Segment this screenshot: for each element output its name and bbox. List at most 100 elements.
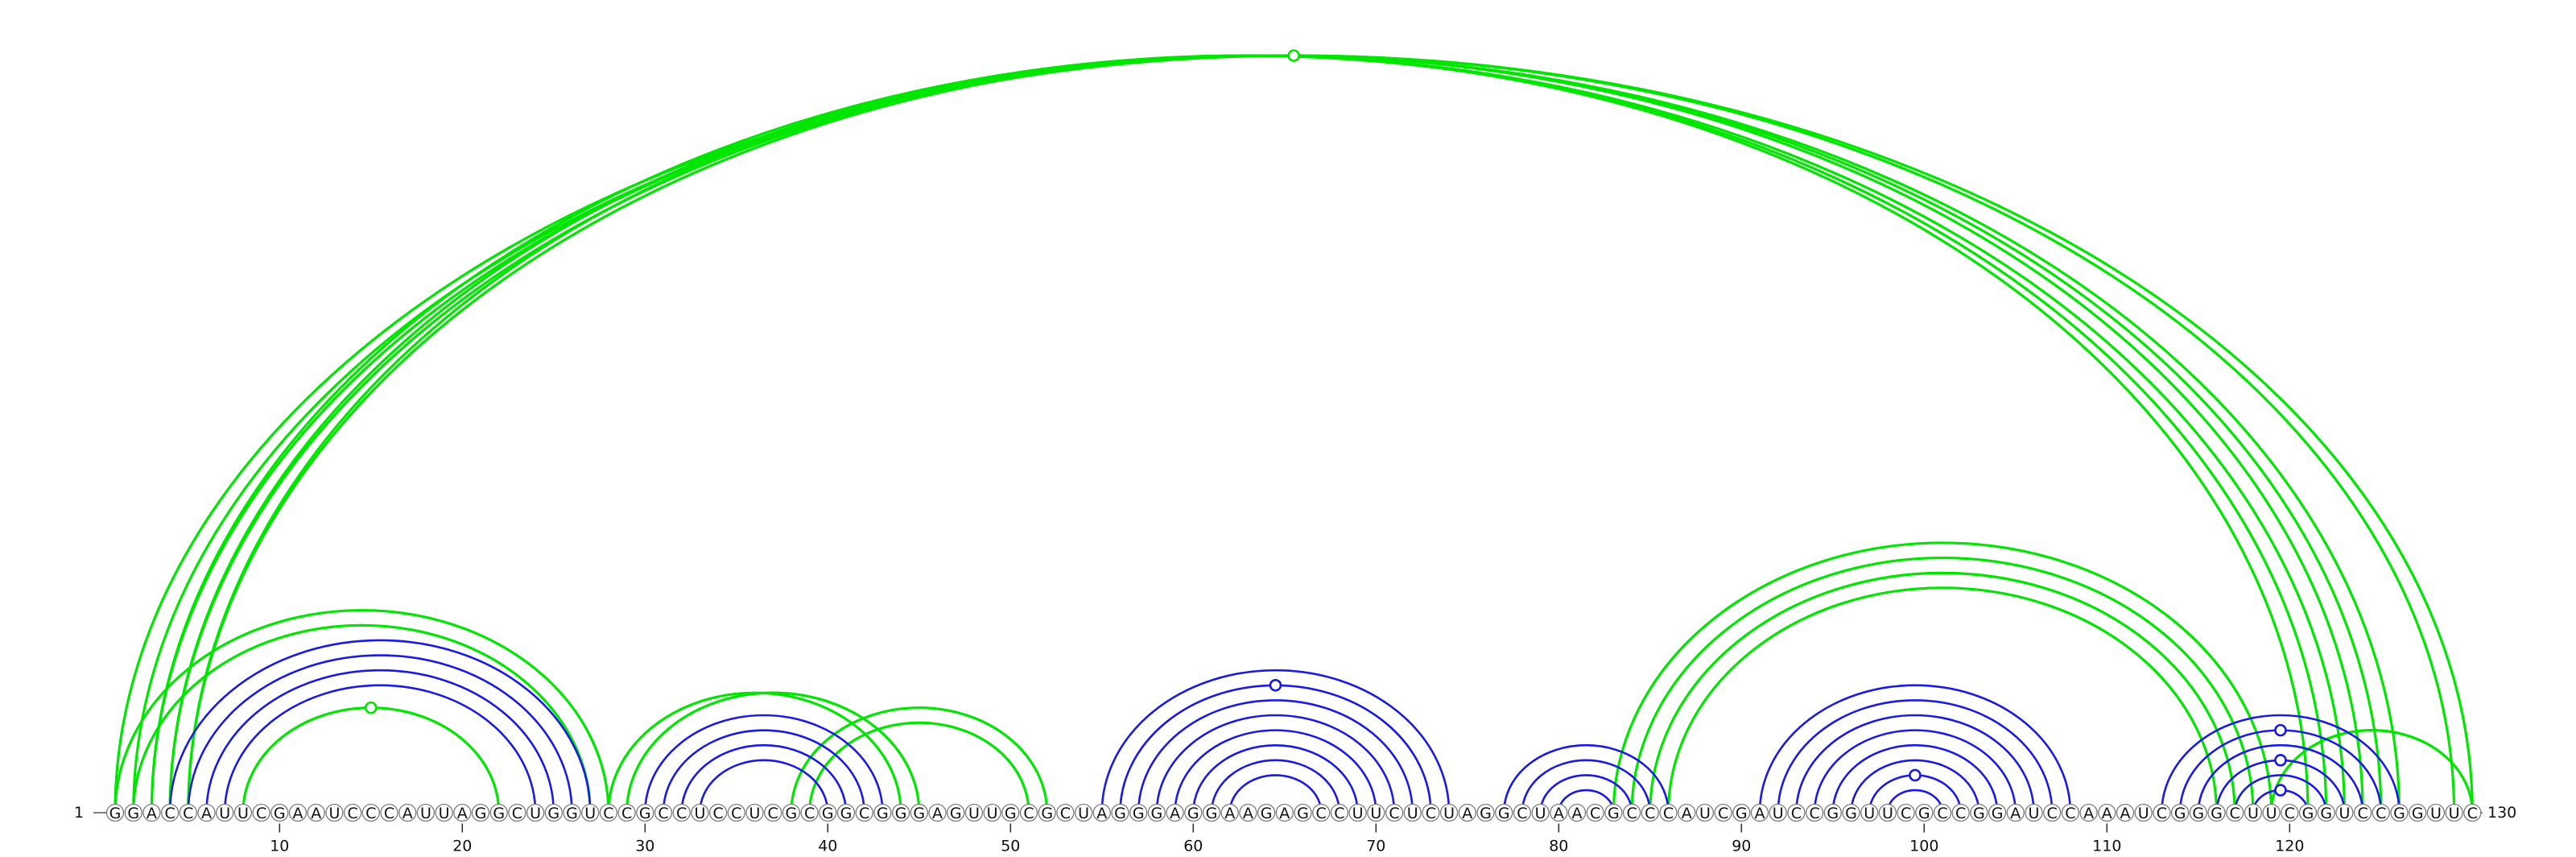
base-pair-arc bbox=[187, 54, 2310, 814]
nucleotide-letter: C bbox=[2065, 805, 2075, 822]
base-pair-arc bbox=[150, 54, 2346, 814]
nucleotide-letter: U bbox=[2029, 805, 2040, 822]
nucleotide-letter: G bbox=[109, 805, 122, 822]
nucleotide-circle bbox=[1550, 803, 1568, 822]
nucleotide-circle bbox=[1220, 803, 1239, 822]
nucleotide-circle bbox=[1695, 803, 1715, 822]
nucleotide-letter: A bbox=[147, 805, 157, 822]
nucleotide-letter: G bbox=[274, 805, 286, 822]
nucleotide-circle bbox=[2079, 803, 2098, 822]
nucleotide-circle bbox=[1385, 803, 1404, 822]
arc-apex-marker bbox=[2274, 784, 2287, 797]
axis-tick-label: 120 bbox=[2275, 838, 2304, 855]
nucleotide-letter: G bbox=[1992, 805, 2004, 822]
nucleotide-letter: C bbox=[183, 805, 193, 822]
nucleotide-circle bbox=[782, 803, 801, 822]
nucleotide-circle bbox=[964, 803, 984, 822]
nucleotide-letter: C bbox=[1023, 805, 1034, 822]
nucleotide-circle bbox=[1495, 803, 1513, 822]
nucleotide-circle bbox=[1878, 803, 1897, 822]
nucleotide-letter: C bbox=[603, 805, 613, 822]
nucleotide-circle bbox=[819, 803, 837, 822]
nucleotide-letter: G bbox=[1261, 805, 1273, 822]
arc-markers bbox=[364, 49, 2287, 797]
nucleotide-circle bbox=[2061, 803, 2080, 822]
base-pair-arc bbox=[644, 714, 884, 814]
nucleotide-letter: U bbox=[1352, 805, 1364, 822]
nucleotide-circle bbox=[1239, 803, 1257, 822]
nucleotide-letter: C bbox=[1809, 805, 1819, 822]
arc-apex-marker bbox=[1269, 678, 1282, 692]
base-pair-arc bbox=[607, 691, 902, 814]
axis-tick-label: 10 bbox=[270, 838, 289, 855]
sequence-start-label: 1 bbox=[74, 804, 84, 822]
nucleotide-circle bbox=[252, 803, 270, 822]
nucleotide-letter: A bbox=[1755, 805, 1765, 822]
nucleotide-circle bbox=[1294, 803, 1312, 822]
base-pair-arc bbox=[1630, 557, 2255, 814]
arc-apex-marker bbox=[2274, 723, 2287, 737]
nucleotide-circle bbox=[1531, 803, 1550, 822]
nucleotide-circle bbox=[288, 803, 308, 822]
nucleotide-letter: A bbox=[1572, 805, 1583, 822]
nucleotide-circle bbox=[1111, 803, 1129, 822]
nucleotide-letter: C bbox=[1955, 805, 1966, 822]
nucleotide-letter: U bbox=[1882, 805, 1893, 822]
nucleotide-letter: A bbox=[2083, 805, 2094, 822]
nucleotide-letter: A bbox=[1170, 805, 1180, 822]
nucleotide-letter: A bbox=[402, 805, 413, 822]
axis-tick-label: 70 bbox=[1366, 838, 1385, 855]
axis-tick-label: 60 bbox=[1183, 838, 1203, 855]
nucleotide-letter: U bbox=[1699, 805, 1711, 822]
nucleotide-circle bbox=[197, 803, 216, 822]
nucleotide-letter: U bbox=[2430, 805, 2442, 822]
nucleotide-letter: G bbox=[877, 805, 889, 822]
base-pair-arc bbox=[1777, 699, 2054, 814]
nucleotide-letter: C bbox=[512, 805, 522, 822]
nucleotide-letter: C bbox=[2047, 805, 2058, 822]
base-pair-arc bbox=[1558, 789, 1615, 814]
nucleotide-circle bbox=[745, 803, 764, 822]
nucleotide-letter: U bbox=[1078, 805, 1089, 822]
sequence-end-label: 130 bbox=[2487, 804, 2516, 822]
base-pair-arc bbox=[1649, 571, 2236, 814]
nucleotide-letter: A bbox=[201, 805, 212, 822]
nucleotide-circle bbox=[2207, 803, 2226, 822]
nucleotide-circle bbox=[1330, 803, 1349, 822]
nucleotide-circle bbox=[654, 803, 673, 822]
nucleotide-letter: C bbox=[1901, 805, 1911, 822]
nucleotide-letter: U bbox=[530, 805, 541, 822]
nucleotide-circle bbox=[1970, 803, 1988, 822]
nucleotide-letter: U bbox=[439, 805, 450, 822]
nucleotide-letter: U bbox=[2266, 805, 2277, 822]
nucleotide-letter: U bbox=[584, 805, 596, 822]
nucleotide-letter: U bbox=[2339, 805, 2350, 822]
nucleotide-letter: A bbox=[2120, 805, 2131, 822]
nucleotide-letter: U bbox=[1407, 805, 1418, 822]
nucleotide-circle bbox=[1678, 803, 1696, 822]
base-pair-arc bbox=[205, 669, 555, 814]
nucleotide-circle bbox=[2116, 803, 2135, 822]
base-pair-arc bbox=[132, 54, 2456, 814]
nucleotide-letter: G bbox=[1114, 805, 1126, 822]
nucleotide-letter: A bbox=[1243, 805, 1253, 822]
base-pair-arc bbox=[114, 609, 610, 814]
nucleotide-circle bbox=[2353, 803, 2372, 822]
nucleotide-circle bbox=[160, 803, 180, 822]
nucleotide-circle bbox=[855, 803, 873, 822]
axis-tick-label: 50 bbox=[1001, 838, 1020, 855]
base-pair-arc bbox=[242, 706, 501, 814]
arc-apex-marker bbox=[1287, 49, 1300, 62]
arc-apex-marker bbox=[1909, 768, 1922, 782]
position-axis: 10 20 30 40 50 60 70 80 90 100 110 120 bbox=[270, 823, 2304, 855]
nucleotide-letter: G bbox=[895, 805, 907, 822]
base-pair-arc bbox=[168, 639, 592, 814]
nucleotide-letter: A bbox=[1682, 805, 1692, 822]
nucleotide-letter: G bbox=[822, 805, 834, 822]
nucleotide-circle bbox=[1622, 803, 1641, 822]
nucleotide-letter: G bbox=[2211, 805, 2223, 822]
nucleotide-circle bbox=[105, 803, 125, 822]
base-pair-arc bbox=[1228, 774, 1323, 814]
base-pair-arc bbox=[1850, 759, 1980, 814]
nucleotide-circle bbox=[233, 803, 253, 822]
